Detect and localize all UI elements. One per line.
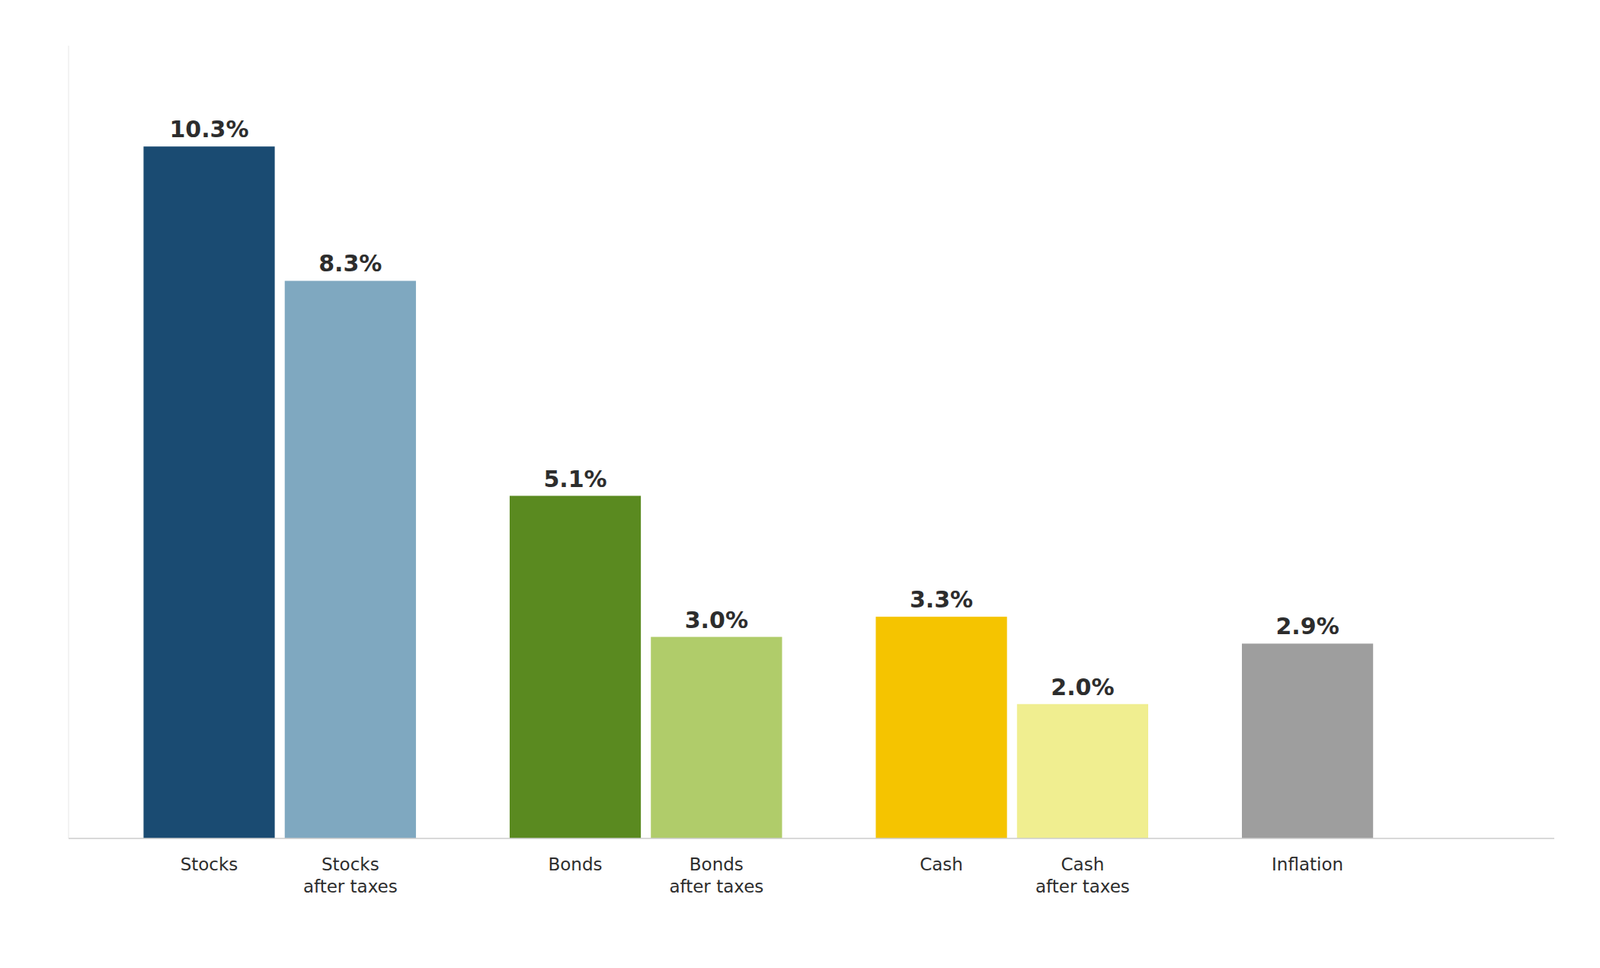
x-tick-label-line: after taxes (303, 876, 398, 896)
x-tick-label-line: after taxes (1035, 876, 1130, 896)
y-axis-line (68, 45, 70, 839)
data-label: 3.3% (909, 585, 973, 613)
data-label: 3.0% (684, 606, 749, 634)
x-tick-label-line: Cash (1061, 854, 1105, 874)
x-tick-label-line: Cash (919, 854, 964, 874)
x-tick-label: Cashafter taxes (1035, 854, 1130, 896)
bar (1241, 643, 1373, 839)
chart: 10.3%8.3%5.1%3.0%3.3%2.0%2.9%StocksStock… (0, 0, 1600, 968)
bar (1017, 704, 1149, 839)
x-tick-label-line: after taxes (668, 876, 764, 896)
x-tick-label-line: Inflation (1271, 854, 1344, 874)
x-tick-label: Inflation (1271, 854, 1344, 874)
data-labels: 10.3% 8.3% 5.1% 3.0% 3.3% 2.0% 2.9% (169, 115, 1339, 701)
chart-container: 10.3%8.3%5.1%3.0%3.3%2.0%2.9%StocksStock… (0, 0, 1600, 968)
x-tick-label: Bondsafter taxes (668, 854, 764, 896)
x-tick-label-line: Bonds (548, 854, 603, 874)
x-tick-labels: StocksStocksafter taxesBondsBondsafter t… (180, 854, 1344, 896)
x-tick-label-line: Bonds (689, 854, 744, 874)
x-tick-label-line: Stocks (180, 854, 239, 874)
bar (284, 280, 416, 839)
data-label: 5.1% (543, 465, 607, 493)
data-label: 8.3% (318, 249, 382, 277)
x-axis-line (68, 837, 1555, 839)
x-tick-label: Stocks (180, 854, 239, 874)
data-label: 2.0% (1050, 673, 1114, 701)
bar (509, 496, 641, 839)
x-tick-label-line: Stocks (321, 854, 380, 874)
bar (143, 146, 275, 839)
data-label: 10.3% (169, 115, 249, 143)
bars (143, 146, 1373, 839)
bar (650, 636, 782, 839)
data-label: 2.9% (1275, 612, 1339, 640)
x-tick-label: Bonds (548, 854, 603, 874)
x-tick-label: Cash (919, 854, 964, 874)
bar (875, 616, 1007, 839)
x-tick-label: Stocksafter taxes (303, 854, 398, 896)
